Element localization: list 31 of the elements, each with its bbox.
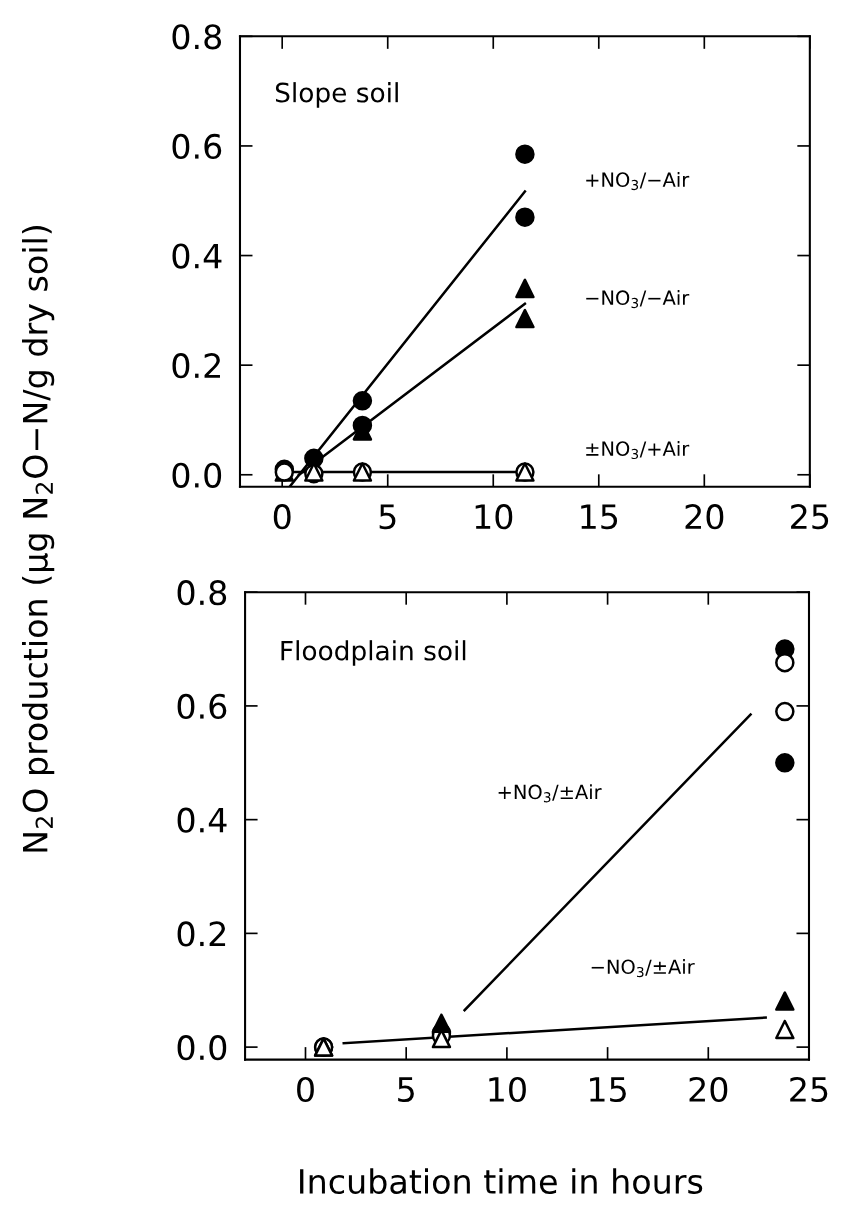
x-tick-label: 20 (685, 504, 724, 530)
x-tick-label: 10 (489, 1076, 526, 1103)
y-tick-label: 0.6 (172, 133, 222, 160)
x-tick-label: 0 (273, 504, 291, 530)
x-tick-label: 5 (398, 1077, 414, 1103)
x-tick-label: 0 (297, 1076, 314, 1103)
x-tick-label: 15 (590, 1077, 626, 1103)
annotation: +NO$_{3}$/±Air (498, 784, 602, 803)
annotation: −NO$_{3}$/−Air (586, 290, 690, 309)
y-tick-label: 0.8 (177, 580, 227, 606)
x-tick-label: 25 (790, 1076, 828, 1103)
x-axis-title: Incubation time in hours (300, 1168, 703, 1195)
x-tick-label: 5 (379, 504, 396, 530)
y-tick-label: 0.6 (177, 693, 227, 720)
x-tick-label: 10 (475, 504, 513, 530)
annotation: +NO$_{3}$/−Air (586, 171, 690, 191)
y-tick-label: 0.8 (172, 24, 222, 50)
x-tick-label: 25 (791, 504, 829, 530)
text: Floodplain soil (281, 640, 466, 666)
y-tick-label: 0.0 (177, 1035, 227, 1061)
y-tick-label: 0.4 (177, 807, 227, 833)
x-tick-label: 20 (689, 1076, 728, 1103)
annotation: −NO$_{3}$/±Air (591, 959, 695, 978)
y-tick-label: 0.2 (172, 353, 220, 379)
y-tick-label: 0.4 (172, 243, 222, 269)
y-axis-title: N$_{2}$O production (μg N$_{2}$O−N/g dry soil) (21, 226, 55, 852)
y-tick-label: 0.2 (177, 921, 226, 947)
text: Slope soil (275, 82, 398, 108)
x-tick-label: 15 (581, 504, 618, 530)
y-tick-label: 0.0 (172, 462, 222, 488)
annotation: ±NO$_{3}$/+Air (586, 440, 690, 460)
